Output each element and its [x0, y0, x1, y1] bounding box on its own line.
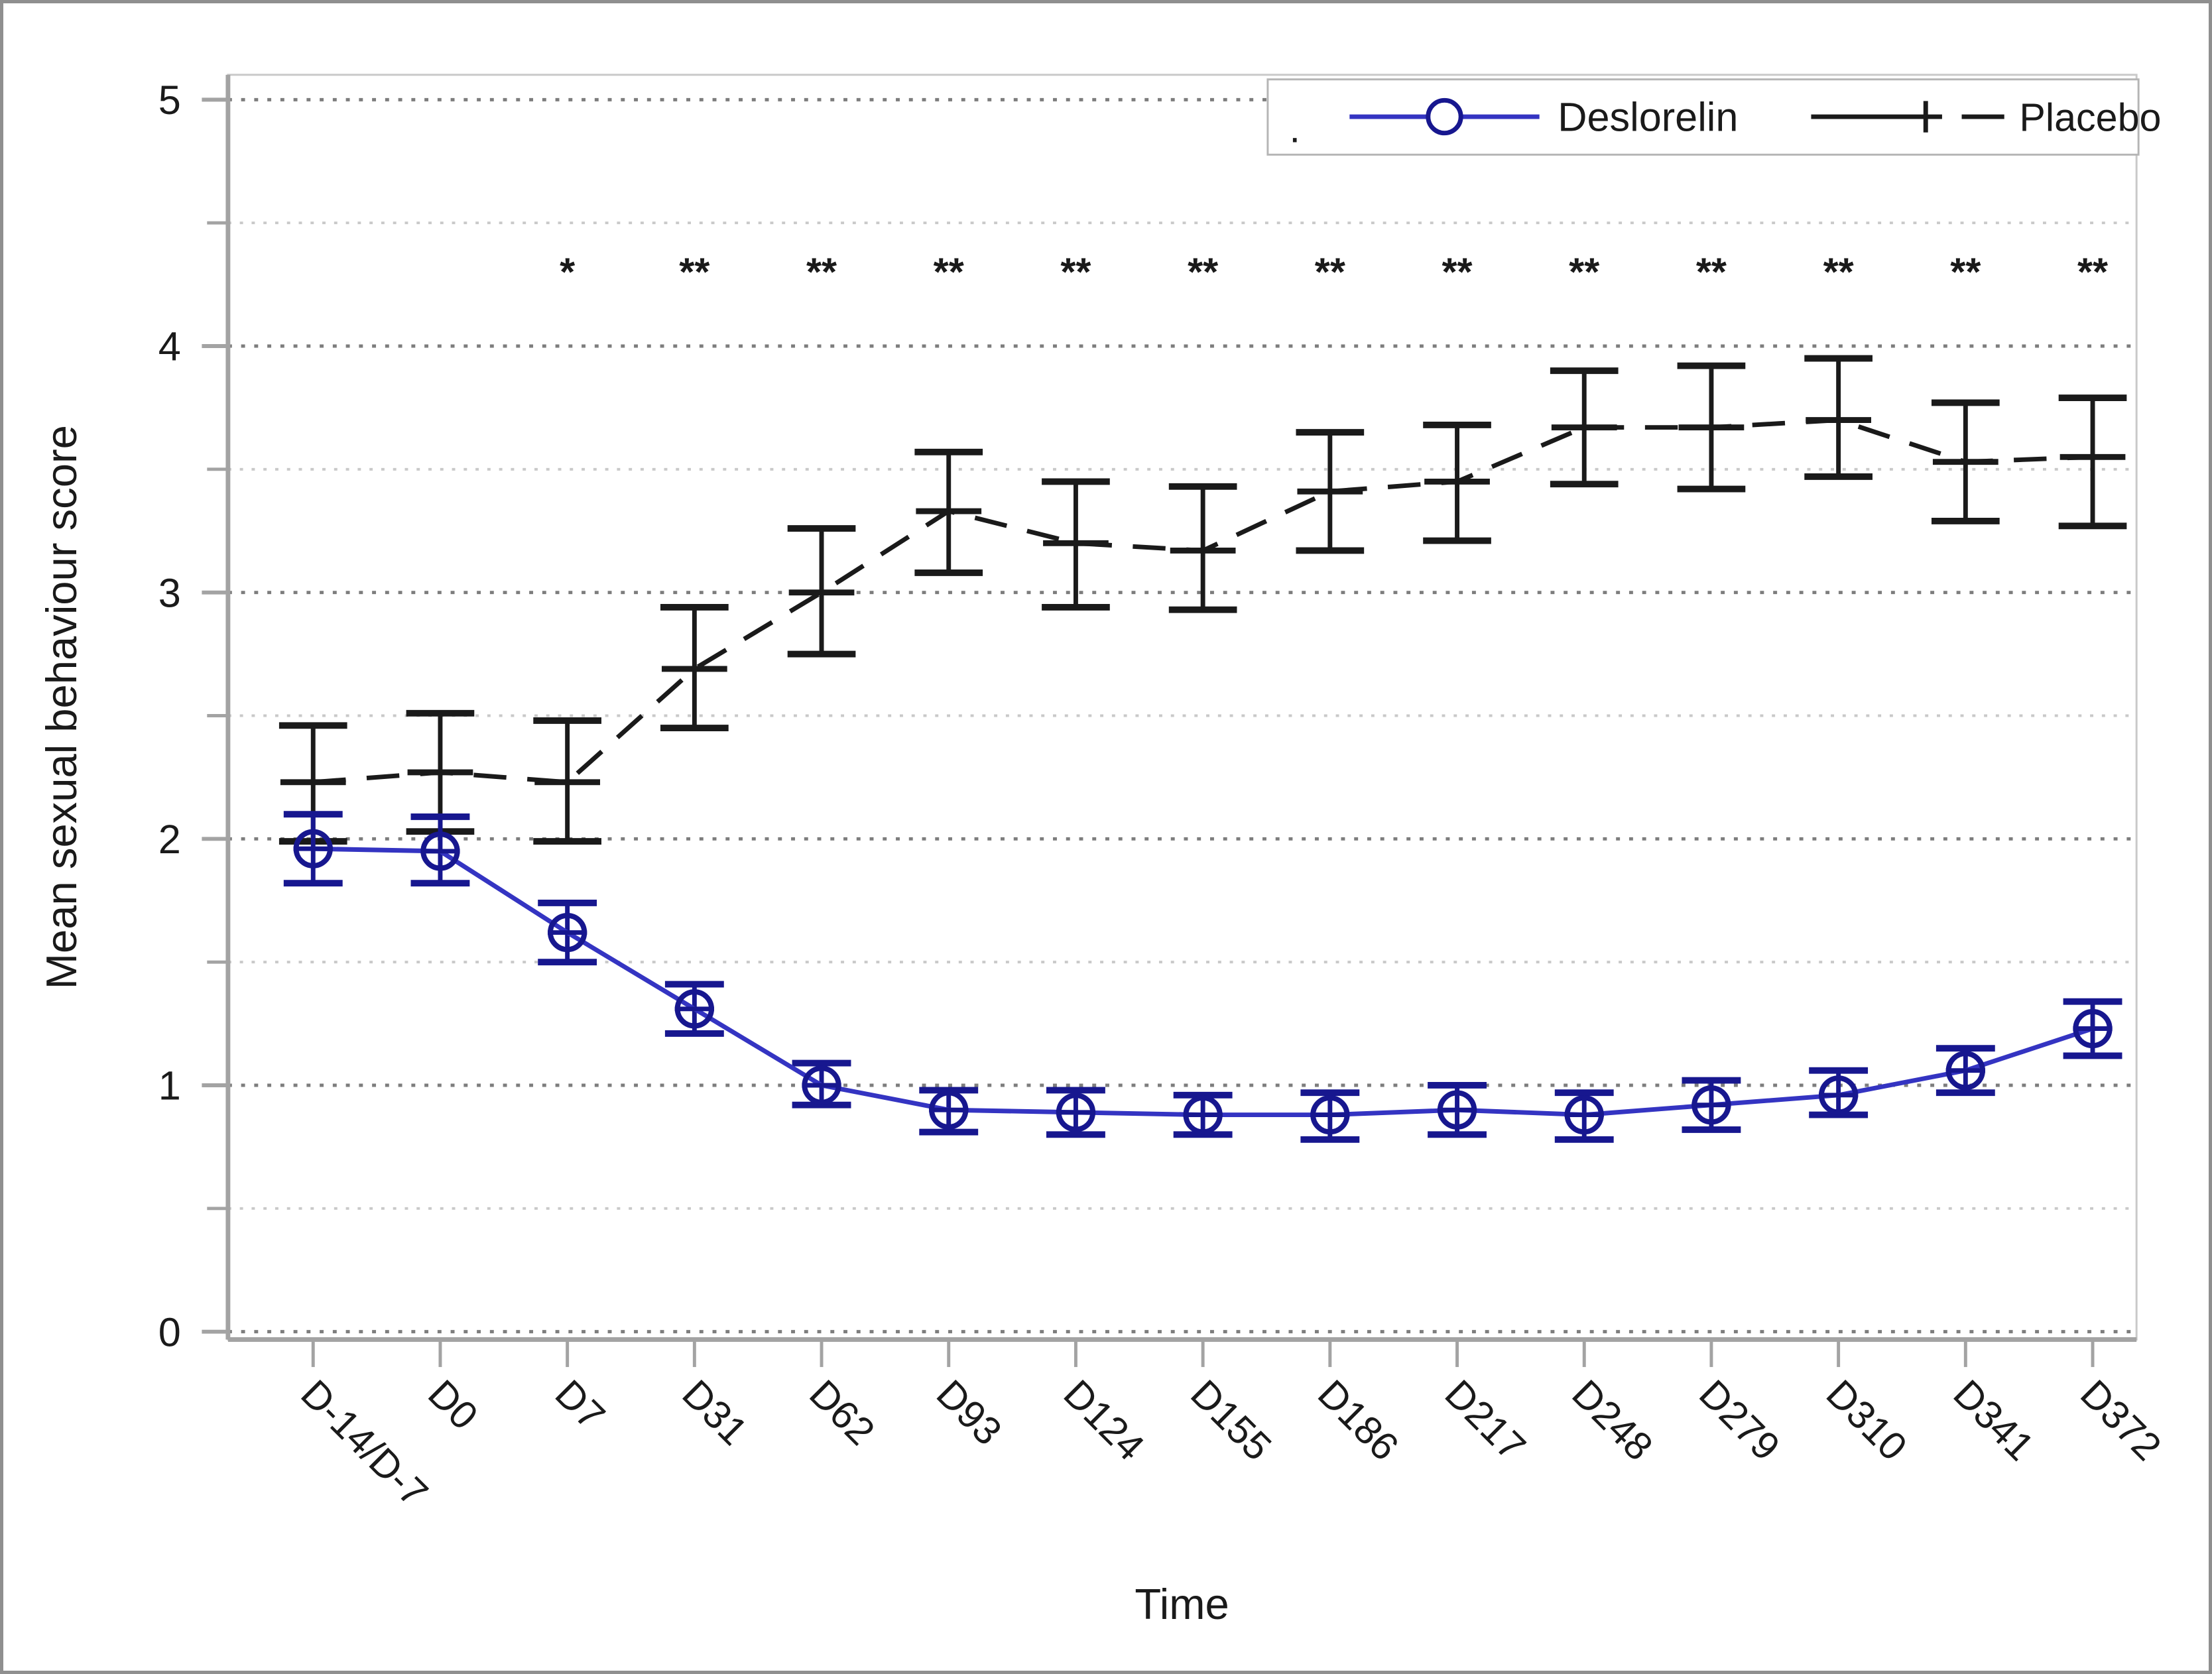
- significance-marker: **: [806, 249, 837, 294]
- x-tick-label: D62: [801, 1371, 883, 1453]
- x-tick-label: D217: [1437, 1371, 1535, 1469]
- significance-marker: **: [2077, 249, 2108, 294]
- deslorelin-point: [1437, 1090, 1477, 1130]
- x-tick-label: D248: [1564, 1371, 1662, 1469]
- y-tick-label: 5: [158, 78, 181, 123]
- legend-deslorelin-marker-icon: [1426, 97, 1463, 136]
- x-tick-labels: D-14/D-7D0 D7 D31 D62 D93 D124 D155 D186 D217 D24…: [292, 1371, 2170, 1515]
- legend-note: .: [1289, 107, 1300, 151]
- x-tick-label: D372: [2072, 1371, 2170, 1469]
- deslorelin-point: [1945, 1051, 1985, 1091]
- deslorelin-point: [1310, 1095, 1350, 1135]
- significance-marker: **: [1823, 249, 1854, 294]
- y-tick-label: 3: [158, 570, 181, 615]
- significance-markers: * ** ** ** ** ** ** ** ** ** ** ** **: [560, 249, 2108, 294]
- deslorelin-point: [548, 912, 587, 953]
- series-deslorelin: [283, 811, 2122, 1143]
- significance-marker: **: [1442, 249, 1472, 294]
- deslorelin-point: [929, 1090, 969, 1130]
- deslorelin-point: [674, 989, 714, 1029]
- legend: . Deslorelin Placebo: [1266, 78, 2161, 156]
- deslorelin-point: [802, 1065, 841, 1105]
- significance-marker: *: [560, 249, 575, 294]
- y-tick-label: 0: [158, 1309, 181, 1354]
- x-tick-label: D93: [928, 1371, 1011, 1453]
- series-placebo: [278, 355, 2127, 845]
- y-tick-label: 1: [158, 1063, 181, 1108]
- axis-ticks: [202, 97, 2095, 1367]
- deslorelin-point: [1819, 1075, 1859, 1115]
- chart: 0 1 2 3 4 5 D-14/D-7D0 D7 D31 D62 D93 D124 D155 D186…: [37, 74, 2170, 1628]
- deslorelin-point: [1564, 1095, 1604, 1135]
- deslorelin-point: [1183, 1095, 1223, 1135]
- significance-marker: **: [1060, 249, 1091, 294]
- x-tick-label: D279: [1691, 1371, 1789, 1469]
- deslorelin-point: [420, 831, 460, 871]
- significance-marker: **: [1315, 249, 1345, 294]
- x-tick-label: D341: [1945, 1371, 2043, 1469]
- y-tick-label: 4: [158, 324, 181, 369]
- significance-marker: **: [934, 249, 964, 294]
- y-tick-labels: 0 1 2 3 4 5: [158, 78, 181, 1354]
- significance-marker: **: [679, 249, 709, 294]
- x-tick-label: D310: [1818, 1371, 1916, 1469]
- legend-deslorelin-label: Deslorelin: [1558, 95, 1738, 140]
- x-tick-label: D-14/D-7: [292, 1371, 436, 1515]
- x-tick-label: D186: [1310, 1371, 1408, 1469]
- significance-marker: **: [1569, 249, 1599, 294]
- deslorelin-point: [1691, 1085, 1731, 1125]
- x-tick-label: D155: [1182, 1371, 1280, 1469]
- x-tick-label: D124: [1056, 1371, 1154, 1469]
- significance-marker: **: [1696, 249, 1727, 294]
- legend-placebo-label: Placebo: [2019, 95, 2161, 140]
- x-tick-label: D31: [674, 1371, 756, 1453]
- x-tick-label: D0: [420, 1371, 487, 1438]
- y-axis-title: Mean sexual behaviour score: [37, 425, 86, 989]
- deslorelin-point: [1056, 1093, 1096, 1132]
- x-tick-label: D7: [547, 1371, 614, 1438]
- y-tick-label: 2: [158, 817, 181, 862]
- significance-marker: **: [1188, 249, 1218, 294]
- deslorelin-point: [2073, 1008, 2113, 1049]
- x-axis-title: Time: [1135, 1580, 1229, 1628]
- significance-marker: **: [1950, 249, 1981, 294]
- plot-area: [227, 74, 2137, 1340]
- deslorelin-point: [293, 829, 333, 868]
